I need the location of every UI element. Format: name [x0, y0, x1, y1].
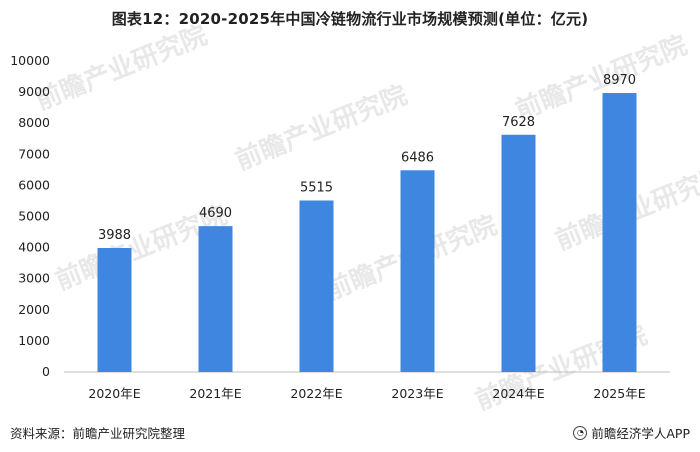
source-note: 资料来源：前瞻产业研究院整理 [10, 426, 186, 441]
x-tick-label: 2025年E [593, 386, 645, 401]
app-credit: ◔ 前瞻经济学人APP [573, 423, 690, 442]
y-tick-label: 0 [42, 364, 50, 379]
watermark: 前瞻产业研究院 [31, 20, 211, 117]
x-axis: 2020年E 2021年E 2022年E 2023年E 2024年E 2025年E [88, 386, 645, 401]
bar [97, 247, 132, 372]
bar [299, 200, 334, 372]
watermark: 前瞻产业研究院 [231, 80, 411, 177]
chart-title: 图表12：2020-2025年中国冷链物流行业市场规模预测(单位：亿元) [111, 10, 589, 28]
data-label: 7628 [502, 115, 535, 130]
wechat-icon: ◔ [573, 425, 588, 440]
y-tick-label: 9000 [18, 84, 50, 99]
bar [400, 170, 435, 372]
y-tick-label: 5000 [18, 209, 50, 224]
x-tick-label: 2022年E [290, 386, 342, 401]
x-tick-label: 2020年E [88, 386, 140, 401]
y-tick-label: 7000 [18, 146, 50, 161]
y-tick-label: 3000 [18, 271, 50, 286]
bar [198, 226, 233, 372]
app-name: 前瞻经济学人APP [591, 426, 690, 441]
bar [501, 134, 536, 372]
data-label: 5515 [300, 180, 333, 195]
data-label: 3988 [98, 228, 131, 243]
watermark: 前瞻产业研究院 [511, 30, 691, 127]
y-axis: 0 1000 2000 3000 4000 5000 6000 7000 8000 9000 100… [10, 53, 50, 379]
y-tick-label: 6000 [18, 177, 50, 192]
x-tick-label: 2024年E [492, 386, 544, 401]
bar [602, 93, 637, 373]
x-tick-label: 2023年E [391, 386, 443, 401]
y-tick-label: 10000 [10, 53, 50, 68]
x-tick-label: 2021年E [189, 386, 241, 401]
data-label: 4690 [199, 206, 232, 221]
bars: 3988 4690 5515 6486 7628 8970 [97, 73, 637, 373]
y-tick-label: 2000 [18, 302, 50, 317]
y-tick-label: 4000 [18, 240, 50, 255]
y-tick-label: 1000 [18, 333, 50, 348]
data-label: 8970 [603, 73, 636, 88]
data-label: 6486 [401, 150, 434, 165]
y-tick-label: 8000 [18, 115, 50, 130]
